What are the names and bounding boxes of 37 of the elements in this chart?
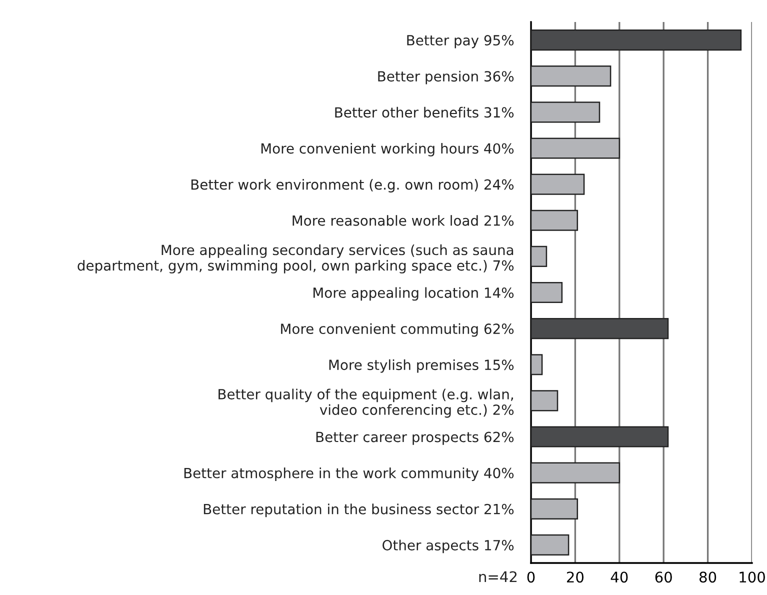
x-tick-label: 60: [655, 572, 672, 583]
y-tick-label: Better career prospects 62%: [316, 432, 514, 445]
bar: [531, 246, 548, 267]
x-tick-label: 80: [700, 572, 716, 583]
bar: [531, 318, 669, 340]
y-tick-label: Better work environment (e.g. own room) 24%: [191, 179, 514, 192]
bar: [531, 390, 558, 412]
bar: [531, 138, 620, 159]
x-tick-label: 100: [740, 572, 765, 583]
x-tick-label: 0: [527, 572, 535, 583]
y-tick-label: Better reputation in the business sector 21%: [204, 504, 514, 518]
y-tick-label: More reasonable work load 21%: [292, 215, 514, 226]
bar: [531, 534, 570, 556]
text: n=42: [479, 571, 517, 582]
bar: [531, 174, 585, 195]
bar: [531, 102, 600, 123]
bar: [531, 29, 742, 51]
y-tick-label: Better pension 36%: [378, 70, 514, 84]
y-tick-label: Other aspects 17%: [382, 540, 514, 554]
bar: [531, 462, 620, 484]
y-tick-label: More stylish premises 15%: [329, 359, 514, 373]
y-tick-label: More convenient working hours 40%: [261, 142, 514, 156]
bar: [531, 210, 578, 231]
y-tick-label: Better pay 95%: [407, 35, 514, 48]
x-tick-label: 20: [566, 572, 584, 583]
y-tick-label: More convenient commuting 62%: [281, 323, 514, 337]
bar: [531, 66, 612, 87]
y-tick-label: Better quality of the equipment (e.g. wlan, video conferencing etc.) 2%: [218, 388, 514, 418]
bar: [531, 426, 669, 448]
y-tick-label: Better atmosphere in the work community 40%: [184, 468, 514, 481]
x-tick-label: 40: [610, 572, 628, 583]
y-tick-label: Better other benefits 31%: [335, 106, 514, 118]
y-tick-label: More appealing location 14%: [314, 287, 514, 301]
bar: [531, 282, 563, 304]
bar: [531, 498, 578, 520]
bar: [531, 354, 543, 376]
y-tick-label: More appealing secondary services (such as sauna department, gym, swimming pool, own parking space etc.) 7%: [78, 244, 514, 274]
